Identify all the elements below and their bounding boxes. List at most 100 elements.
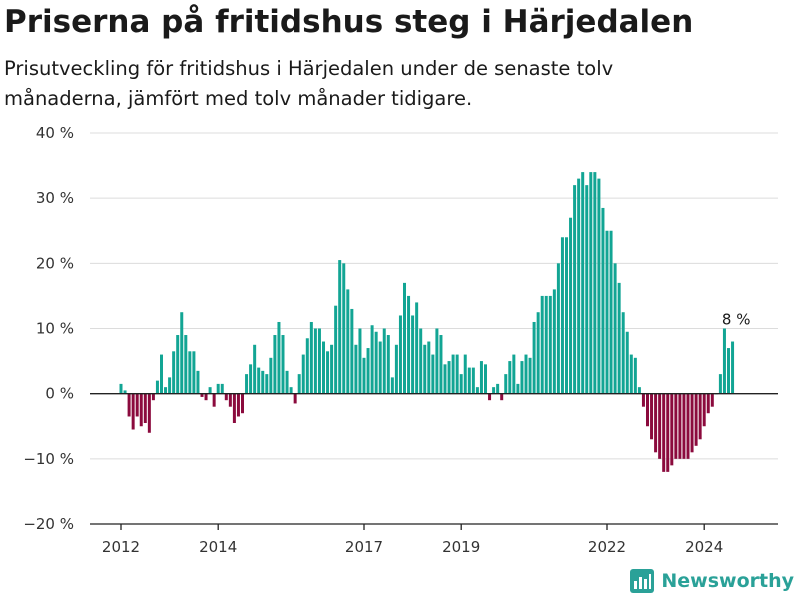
- bar: [706, 393, 710, 414]
- bar: [686, 393, 690, 459]
- bar: [184, 335, 188, 394]
- bar: [613, 263, 617, 394]
- bar: [674, 393, 678, 459]
- bar: [415, 302, 419, 394]
- bar: [565, 237, 568, 394]
- bar: [560, 237, 564, 394]
- bar: [390, 377, 394, 394]
- bar: [451, 354, 455, 394]
- bar: [326, 351, 330, 394]
- bar: [520, 361, 524, 394]
- bar: [338, 260, 342, 394]
- bar: [350, 308, 354, 394]
- bar: [269, 357, 273, 394]
- bar: [536, 312, 540, 394]
- bar: [407, 295, 411, 394]
- newsworthy-brand: Newsworthy: [629, 568, 794, 594]
- bar: [285, 370, 289, 394]
- grid-lines: [90, 132, 778, 525]
- bar: [305, 338, 309, 394]
- bar: [281, 335, 285, 394]
- bar: [484, 364, 487, 394]
- bars: [119, 172, 735, 472]
- y-tick-label: −10 %: [23, 450, 74, 468]
- bar: [382, 328, 386, 394]
- bar: [139, 393, 143, 427]
- bar: [637, 387, 641, 394]
- bar: [601, 207, 605, 394]
- bar: [317, 328, 321, 394]
- bar: [658, 393, 662, 459]
- bar: [540, 295, 544, 394]
- bar: [253, 344, 257, 394]
- bar: [188, 351, 192, 394]
- bar: [710, 393, 714, 407]
- bar: [459, 374, 463, 394]
- bar: [135, 393, 139, 417]
- bar: [666, 393, 670, 472]
- bar: [236, 393, 240, 417]
- bar: [423, 344, 427, 394]
- latest-value-annotation: 8 %: [722, 311, 751, 329]
- bar: [508, 361, 512, 394]
- x-tick-label: 2014: [199, 538, 237, 556]
- bar: [241, 393, 244, 414]
- bar: [370, 325, 374, 394]
- bar: [143, 393, 147, 423]
- chart-title: Priserna på fritidshus steg i Härjedalen: [4, 4, 694, 40]
- bar: [629, 354, 633, 394]
- bar: [261, 370, 265, 394]
- bar: [330, 344, 334, 394]
- bar: [670, 393, 674, 466]
- bar: [435, 328, 439, 394]
- bar: [500, 393, 504, 401]
- bar: [200, 393, 204, 397]
- bar: [581, 172, 585, 394]
- bar: [702, 393, 706, 427]
- bar: [682, 393, 686, 459]
- bar: [479, 361, 483, 394]
- bar: [532, 321, 536, 394]
- bar: [313, 328, 317, 394]
- y-tick-label: 0 %: [45, 385, 74, 403]
- bar: [467, 367, 471, 394]
- bar: [548, 295, 552, 394]
- bar: [605, 230, 609, 394]
- bar: [621, 312, 625, 394]
- bar: [204, 393, 208, 401]
- bar: [609, 230, 613, 394]
- bar: [504, 374, 508, 394]
- newsworthy-logo-icon: [630, 569, 655, 593]
- bar: [155, 380, 159, 394]
- bar: [617, 282, 621, 394]
- bar: [289, 387, 293, 394]
- bar: [362, 357, 366, 394]
- bar: [301, 354, 305, 394]
- bar: [471, 367, 475, 394]
- bar: [654, 393, 658, 453]
- bar: [273, 335, 277, 394]
- bar: [443, 364, 447, 394]
- bar: [386, 335, 390, 394]
- bar: [569, 217, 573, 394]
- bar: [718, 374, 722, 394]
- bar: [228, 393, 232, 407]
- bar: [374, 331, 378, 394]
- bar: [544, 295, 548, 394]
- bar: [293, 393, 297, 404]
- bar: [216, 383, 220, 394]
- x-tick-label: 2024: [685, 538, 723, 556]
- bar: [151, 393, 155, 401]
- x-tick-label: 2017: [345, 538, 383, 556]
- bar: [455, 354, 459, 394]
- bar: [147, 393, 151, 433]
- bar: [577, 178, 581, 394]
- bar: [180, 312, 184, 394]
- bar: [463, 354, 467, 394]
- bar: [646, 393, 649, 427]
- bar: [297, 374, 301, 394]
- bar: [176, 335, 180, 394]
- bar: [625, 331, 629, 394]
- bar: [512, 354, 516, 394]
- axes: −20 % −10 % 0 % 10 % 20 % 30 % 40 % 2012 2014 201…: [23, 124, 778, 556]
